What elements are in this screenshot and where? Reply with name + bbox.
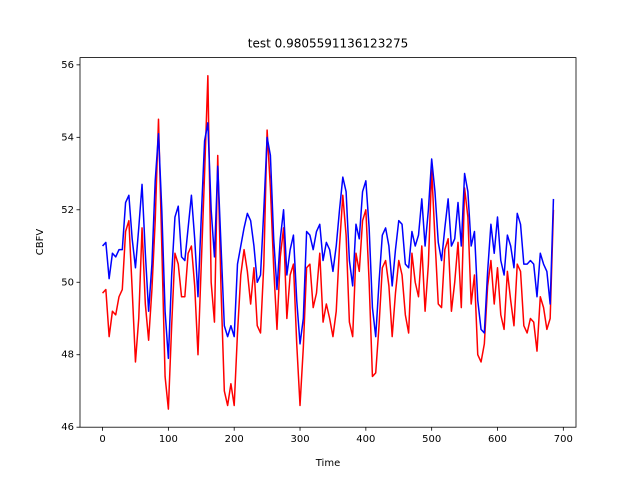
x-tick-label: 500: [422, 434, 441, 445]
y-tick-label: 56: [61, 60, 74, 71]
y-tick-label: 54: [61, 132, 74, 143]
y-tick-label: 50: [61, 277, 74, 288]
x-tick-label: 200: [225, 434, 244, 445]
chart-title: test 0.9805591136123275: [248, 37, 408, 51]
series-line: [101, 74, 555, 410]
x-tick-label: 0: [99, 434, 105, 445]
x-tick-label: 100: [159, 434, 178, 445]
x-tick-label: 600: [488, 434, 507, 445]
plot-frame: [79, 57, 577, 428]
x-tick-label: 400: [356, 434, 375, 445]
y-tick-label: 46: [61, 422, 74, 433]
y-axis-label: CBFV: [35, 229, 46, 256]
x-tick-label: 700: [554, 434, 573, 445]
x-tick-label: 300: [290, 434, 309, 445]
x-axis-label: Time: [315, 458, 340, 469]
y-tick-label: 52: [61, 205, 74, 216]
y-tick-label: 48: [61, 350, 74, 361]
series-line: [101, 122, 555, 360]
